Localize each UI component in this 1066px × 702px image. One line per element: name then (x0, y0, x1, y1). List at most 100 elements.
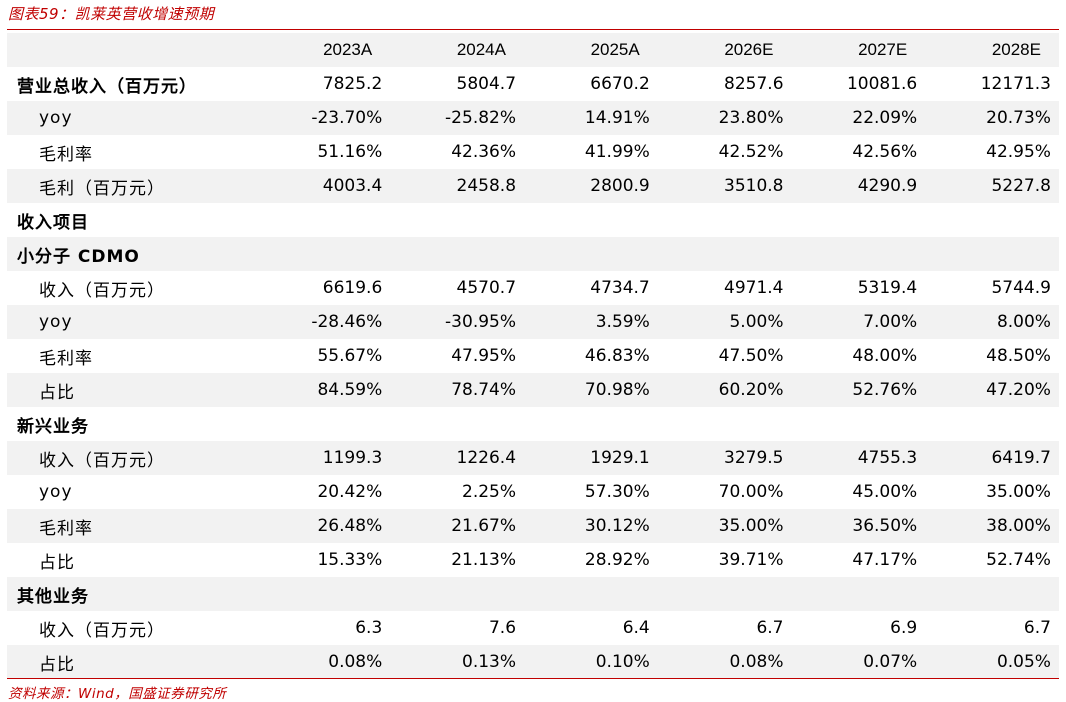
column-header: 2024A (456, 40, 506, 59)
column-header: 2028E (991, 40, 1041, 59)
table-cell: 47.95% (451, 346, 517, 366)
table-cell: 78.74% (451, 380, 517, 400)
table-cell: 5319.4 (857, 278, 918, 298)
table-cell: 84.59% (317, 380, 383, 400)
column-header: 2025A (590, 40, 640, 59)
table-row: 毛利率 26.48% 21.67% 30.12% 35.00% 36.50% 38.00% (7, 509, 1059, 543)
table-header-row: 2023A 2024A 2025A 2026E 2027E 2028E (7, 33, 1059, 67)
row-label: 毛利（百万元） (39, 178, 165, 199)
table-cell: 42.52% (718, 142, 784, 162)
table-row: 收入（百万元） 6619.6 4570.7 4734.7 4971.4 5319.4 574… (7, 271, 1059, 305)
table-cell: 4290.9 (857, 176, 918, 196)
table-cell: 2.25% (462, 482, 517, 502)
table-cell: 42.56% (852, 142, 918, 162)
row-label: 新兴业务 (17, 416, 89, 437)
row-label: 毛利率 (39, 144, 93, 165)
table-row: 占比 0.08% 0.13% 0.10% 0.08% 0.07% 0.05% (7, 645, 1059, 679)
table-cell: 2800.9 (590, 176, 650, 196)
table-cell: -28.46% (311, 312, 383, 332)
table-cell: 28.92% (584, 550, 650, 570)
table-cell: 4755.3 (857, 448, 918, 468)
table-cell: 21.67% (451, 516, 517, 536)
table-row: 毛利率 55.67% 47.95% 46.83% 47.50% 48.00% 48.50% (7, 339, 1059, 373)
table-cell: 47.20% (986, 380, 1051, 400)
table-row: 其他业务 (7, 577, 1059, 611)
table-cell: 0.10% (595, 652, 650, 672)
table-cell: 1199.3 (322, 448, 383, 468)
table-cell: 8.00% (996, 312, 1051, 332)
table-cell: 38.00% (986, 516, 1051, 536)
top-rule (7, 29, 1059, 30)
table-cell: 8257.6 (724, 74, 784, 94)
table-cell: 0.05% (996, 652, 1051, 672)
row-label: 小分子 CDMO (17, 246, 140, 267)
table-cell: 1929.1 (590, 448, 650, 468)
column-header: 2026E (724, 40, 774, 59)
table-cell: 10081.6 (846, 74, 918, 94)
table-cell: 2458.8 (456, 176, 517, 196)
row-label: 其他业务 (17, 586, 89, 607)
table-cell: 47.50% (718, 346, 784, 366)
table-row: 收入（百万元） 6.3 7.6 6.4 6.7 6.9 6.7 (7, 611, 1059, 645)
row-label: 占比 (39, 552, 75, 573)
table-cell: 20.73% (986, 108, 1051, 128)
table-cell: 21.13% (451, 550, 517, 570)
table-cell: 5804.7 (456, 74, 517, 94)
column-header: 2023A (323, 40, 373, 59)
row-label: 毛利率 (39, 518, 93, 539)
table-row: yoy 20.42% 2.25% 57.30% 70.00% 45.00% 35.00% (7, 475, 1059, 509)
table-cell: 52.76% (852, 380, 918, 400)
table-cell: 6619.6 (322, 278, 383, 298)
table-cell: 3279.5 (724, 448, 784, 468)
table-cell: 6.7 (1023, 618, 1051, 638)
table-cell: 5744.9 (991, 278, 1051, 298)
table-cell: 55.67% (317, 346, 383, 366)
table-cell: -23.70% (311, 108, 383, 128)
table-cell: 4971.4 (724, 278, 784, 298)
table-row: 毛利（百万元） 4003.4 2458.8 2800.9 3510.8 4290.9 522… (7, 169, 1059, 203)
table-cell: 4003.4 (322, 176, 383, 196)
table-row: 新兴业务 (7, 407, 1059, 441)
table-row: 毛利率 51.16% 42.36% 41.99% 42.52% 42.56% 42.95% (7, 135, 1059, 169)
table-cell: 48.50% (986, 346, 1051, 366)
row-label: yoy (39, 312, 73, 332)
table-cell: 30.12% (584, 516, 650, 536)
table-cell: 20.42% (317, 482, 383, 502)
table-cell: 57.30% (584, 482, 650, 502)
table-row: 占比 15.33% 21.13% 28.92% 39.71% 47.17% 52.74% (7, 543, 1059, 577)
table-cell: 47.17% (852, 550, 918, 570)
table-row: 收入（百万元） 1199.3 1226.4 1929.1 3279.5 4755.3 641… (7, 441, 1059, 475)
table-body: 营业总收入（百万元） 7825.2 5804.7 6670.2 8257.6 10081.… (7, 67, 1059, 679)
row-label: 收入（百万元） (39, 450, 165, 471)
table-cell: 70.98% (584, 380, 650, 400)
table-cell: 15.33% (317, 550, 383, 570)
table-cell: 70.00% (718, 482, 784, 502)
table-cell: 3510.8 (724, 176, 784, 196)
table-cell: 60.20% (718, 380, 784, 400)
table-row: 营业总收入（百万元） 7825.2 5804.7 6670.2 8257.6 10081.… (7, 67, 1059, 101)
table-cell: 6.4 (622, 618, 650, 638)
table-cell: 3.59% (595, 312, 650, 332)
forecast-table: 2023A 2024A 2025A 2026E 2027E 2028E 营业总收… (7, 33, 1059, 679)
row-label: 营业总收入（百万元） (17, 76, 197, 97)
table-cell: 7825.2 (322, 74, 383, 94)
row-label: yoy (39, 108, 73, 128)
table-row: 小分子 CDMO (7, 237, 1059, 271)
source-note: 资料来源：Wind，国盛证券研究所 (8, 686, 227, 702)
row-label: 占比 (39, 654, 75, 675)
table-cell: 46.83% (584, 346, 650, 366)
table-cell: 42.95% (986, 142, 1051, 162)
table-row: 占比 84.59% 78.74% 70.98% 60.20% 52.76% 47.20% (7, 373, 1059, 407)
table-cell: 6.7 (756, 618, 784, 638)
table-cell: 14.91% (584, 108, 650, 128)
row-label: 收入项目 (17, 212, 89, 233)
table-row: yoy -23.70% -25.82% 14.91% 23.80% 22.09% 20.73… (7, 101, 1059, 135)
table-cell: 5.00% (729, 312, 784, 332)
row-label: 毛利率 (39, 348, 93, 369)
row-label: yoy (39, 482, 73, 502)
table-cell: -25.82% (445, 108, 517, 128)
column-header: 2027E (858, 40, 908, 59)
table-cell: 23.80% (718, 108, 784, 128)
row-label: 占比 (39, 382, 75, 403)
table-cell: 48.00% (852, 346, 918, 366)
